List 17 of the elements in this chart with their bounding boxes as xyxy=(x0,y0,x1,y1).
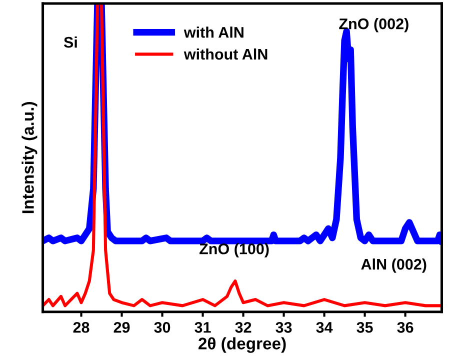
x-tick-label: 29 xyxy=(114,322,130,333)
annotation: ZnO (002) xyxy=(339,18,408,32)
x-tick-label: 35 xyxy=(356,322,373,333)
x-tick-label: 28 xyxy=(73,322,90,333)
y-axis-title: Intensity (a.u.) xyxy=(22,102,38,214)
x-tick-label: 36 xyxy=(397,322,414,333)
x-tick-label: 31 xyxy=(194,322,211,333)
x-axis-title: 2θ (degree) xyxy=(198,337,286,353)
annotation: ZnO (100) xyxy=(200,243,269,258)
x-tick-label: 32 xyxy=(235,322,252,333)
legend-label: without AlN xyxy=(184,48,268,60)
x-tick-label: 30 xyxy=(154,322,170,333)
x-tick-label: 33 xyxy=(276,322,292,333)
x-tick-label: 34 xyxy=(316,322,333,333)
annotation: Si xyxy=(64,36,77,48)
legend-label: with AlN xyxy=(184,26,244,38)
annotation: AlN (002) xyxy=(361,258,426,273)
